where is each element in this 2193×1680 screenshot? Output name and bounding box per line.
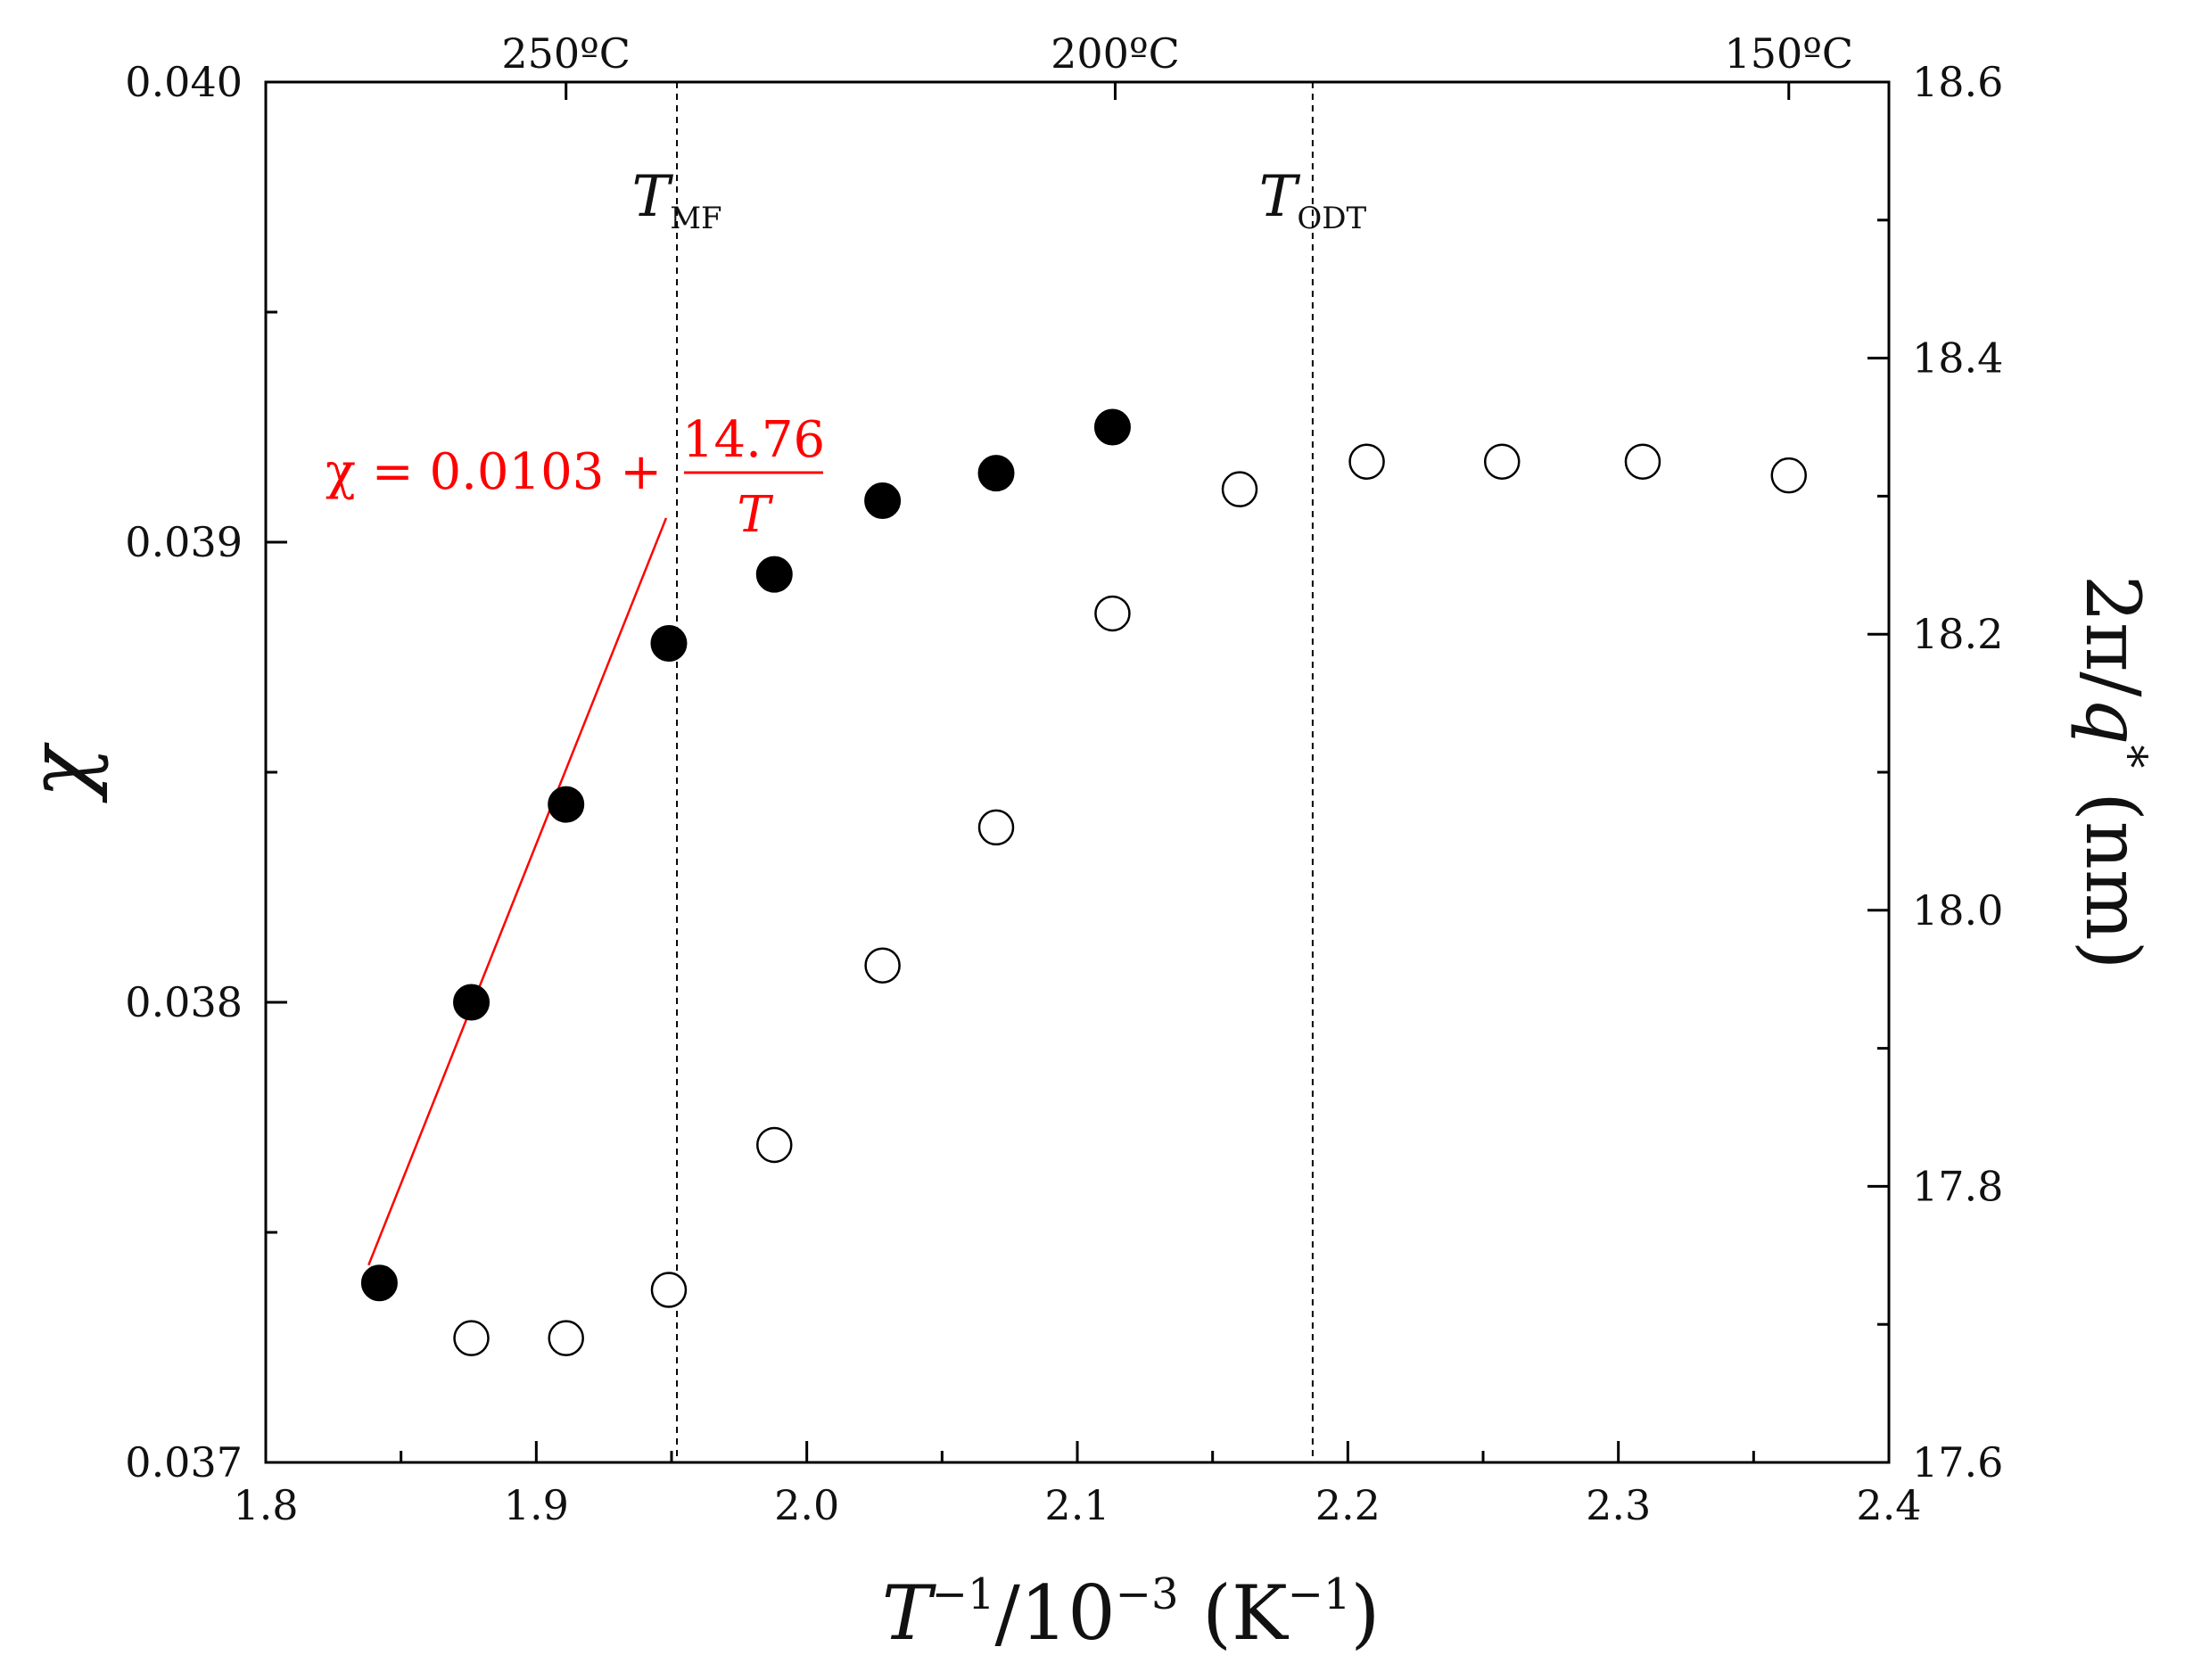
y2-tick-label: 17.8 <box>1912 1162 2003 1210</box>
domain-spacing-data-point <box>1348 443 1385 480</box>
chi-data-point <box>755 556 793 593</box>
y-tick-label: 0.037 <box>125 1438 243 1486</box>
domain-spacing-data-point <box>756 1126 793 1164</box>
fit-equation-denominator: T <box>737 486 773 544</box>
domain-spacing-data-point <box>548 1320 584 1356</box>
x-axis-title-close: ) <box>1350 1569 1380 1657</box>
chi-data-point <box>453 984 491 1021</box>
y2-axis-title-q: q <box>2069 697 2156 745</box>
data-points-layer <box>360 408 1808 1356</box>
y2-axis-title-star: * <box>2102 745 2156 768</box>
chi-data-point <box>360 1264 398 1302</box>
x-axis-title: T−1/10−3 (K−1) <box>882 1569 1381 1657</box>
x-axis-title-unit: (K <box>1178 1569 1289 1657</box>
x-axis-title-superscript: −1 <box>1288 1569 1351 1619</box>
transition-label-subscript: ODT <box>1297 201 1366 236</box>
y2-tick-label: 18.6 <box>1912 58 2003 106</box>
plot-area-border <box>264 80 1891 1464</box>
y2-tick-label: 18.4 <box>1912 334 2003 383</box>
x-axis-title-superscript: −3 <box>1116 1569 1179 1619</box>
x-tick-label: 1.8 <box>233 1481 298 1529</box>
transition-label-symbol: T <box>1259 164 1301 230</box>
chi-data-point <box>548 786 585 823</box>
reference-lines-layer <box>676 82 1314 1462</box>
y2-tick-label: 17.6 <box>1912 1438 2003 1486</box>
domain-spacing-data-point <box>1770 457 1808 494</box>
fit-equation-numerator: 14.76 <box>682 411 825 469</box>
domain-spacing-data-point <box>453 1320 490 1356</box>
chi-data-point <box>1093 408 1131 446</box>
y-tick-label: 0.039 <box>125 518 243 566</box>
y2-axis-title-prefix: 2π/ <box>2069 575 2156 698</box>
x-axis-title-symbol: T <box>882 1569 937 1657</box>
y-axis-title: χ <box>10 742 110 803</box>
domain-spacing-data-point <box>1483 443 1521 480</box>
fit-equation: χ = 0.0103 + <box>326 443 662 501</box>
plot-frame-layer <box>264 80 1891 1464</box>
domain-spacing-data-point <box>977 809 1015 846</box>
domain-spacing-data-point <box>864 947 901 984</box>
x-axis-title-divisor: /10 <box>995 1569 1116 1657</box>
domain-spacing-data-point <box>1094 595 1131 632</box>
y2-tick-label: 18.2 <box>1912 610 2003 658</box>
x-tick-label: 1.9 <box>504 1481 569 1529</box>
transition-label-subscript: MF <box>670 201 721 236</box>
transition-label: TMF <box>632 164 722 236</box>
top-axis-label: 250ºC <box>501 29 631 78</box>
transition-label-symbol: T <box>632 164 674 230</box>
y-tick-label: 0.038 <box>125 978 243 1026</box>
chi-data-point <box>864 482 902 520</box>
y2-tick-label: 18.0 <box>1912 886 2003 935</box>
fit-equation-lhs: χ = 0.0103 + <box>326 443 662 501</box>
top-axis-label: 150ºC <box>1724 29 1853 78</box>
x-tick-label: 2.3 <box>1586 1481 1651 1529</box>
labels-layer: 1.8 1.9 2.0 2.1 2.2 2.3 2.4 0.037 0.038 0.039 0.04… <box>10 29 2156 1657</box>
y2-axis-title: 2π/q* (nm) <box>2069 575 2156 970</box>
x-tick-label: 2.1 <box>1044 1481 1109 1529</box>
x-tick-label: 2.4 <box>1856 1481 1921 1529</box>
fit-line <box>367 517 668 1266</box>
top-axis-label: 200ºC <box>1051 29 1180 78</box>
domain-spacing-data-point <box>650 1272 688 1308</box>
y-tick-label: 0.040 <box>125 58 243 106</box>
domain-spacing-data-point <box>1221 471 1258 507</box>
y2-axis-title-unit: (nm) <box>2069 768 2156 969</box>
domain-spacing-data-point <box>1624 443 1661 480</box>
x-axis-title-superscript: −1 <box>932 1569 995 1619</box>
x-tick-label: 2.0 <box>774 1481 839 1529</box>
chi-data-point <box>650 625 688 663</box>
transition-label: TODT <box>1259 164 1367 236</box>
fit-line-layer <box>367 517 668 1266</box>
chi-data-point <box>977 455 1015 492</box>
x-tick-label: 2.2 <box>1315 1481 1381 1529</box>
